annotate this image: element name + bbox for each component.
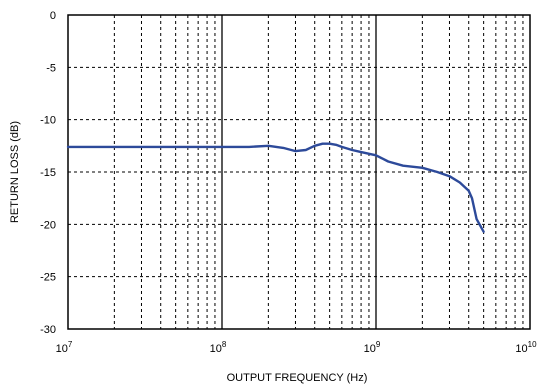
y-tick-label: 0 (50, 10, 56, 22)
y-tick-label: -10 (40, 115, 56, 127)
x-tick-label: 107 (56, 340, 73, 355)
x-tick-labels: 107 108 109 1010 (56, 340, 537, 355)
minor-gridlines (68, 15, 530, 329)
x-tick-label: 109 (364, 340, 381, 355)
series-layer (66, 142, 485, 233)
return-loss-line (66, 142, 485, 233)
x-axis-label: OUTPUT FREQUENCY (Hz) (227, 372, 368, 384)
y-tick-labels: 0 -5 -10 -15 -20 -25 -30 (40, 10, 56, 336)
x-tick-label: 1010 (515, 340, 537, 355)
y-tick-label: -30 (40, 324, 56, 336)
y-tick-label: -25 (40, 272, 56, 284)
y-tick-label: -15 (40, 167, 56, 179)
major-gridlines (221, 15, 377, 329)
y-tick-label: -5 (46, 62, 56, 74)
plot-frame (67, 14, 531, 330)
y-axis-label: RETURN LOSS (dB) (9, 121, 21, 223)
x-tick-label: 108 (210, 340, 227, 355)
y-tick-label: -20 (40, 219, 56, 231)
